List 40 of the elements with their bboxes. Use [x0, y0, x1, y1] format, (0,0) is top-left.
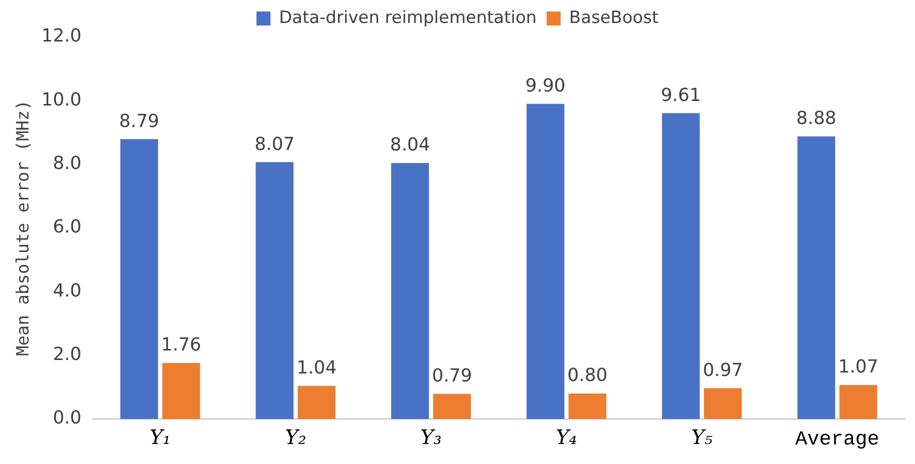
y-tick-label: 0.0	[52, 408, 82, 429]
data-label: 8.04	[390, 134, 430, 156]
bar	[162, 362, 200, 419]
data-label: 0.79	[432, 366, 472, 387]
bar	[839, 384, 878, 419]
data-label: 9.61	[660, 84, 701, 106]
y-tick-label: 10.0	[41, 89, 82, 110]
x-tick-label: Y₄	[556, 425, 578, 450]
data-label: 0.80	[567, 365, 608, 386]
legend-label: BaseBoost	[569, 8, 659, 28]
bar	[704, 388, 742, 419]
data-label: 0.97	[702, 360, 743, 381]
bar	[568, 394, 606, 419]
x-tick-label: Average	[795, 428, 880, 452]
data-label: 8.07	[254, 134, 295, 155]
y-axis-title: Mean absolute error (MHz)	[14, 100, 34, 356]
x-tick-label: Y₂	[284, 425, 306, 450]
bar	[298, 386, 336, 419]
x-tick-label: Y₁	[150, 425, 171, 450]
bar	[662, 113, 700, 419]
data-label: 8.88	[796, 108, 836, 129]
x-tick-label: Y₃	[420, 425, 442, 450]
x-tick-label: Y₅	[691, 425, 712, 450]
data-label: 9.90	[525, 76, 566, 97]
y-tick-label: 4.0	[52, 280, 82, 302]
data-label: 1.07	[838, 356, 878, 378]
y-tick-label: 2.0	[52, 344, 82, 366]
bar	[797, 136, 836, 419]
y-tick-label: 8.0	[52, 153, 82, 174]
bar	[526, 104, 564, 419]
y-tick-label: 12.0	[41, 26, 82, 47]
data-label: 1.76	[161, 334, 202, 356]
legend-label: Data-driven reimplementation	[278, 8, 537, 28]
data-label: 1.04	[296, 358, 337, 379]
y-tick-label: 6.0	[52, 216, 82, 238]
bar	[120, 139, 158, 419]
bar	[391, 163, 429, 419]
bar	[433, 394, 471, 419]
data-label: 8.79	[119, 110, 160, 132]
bar	[256, 162, 294, 419]
